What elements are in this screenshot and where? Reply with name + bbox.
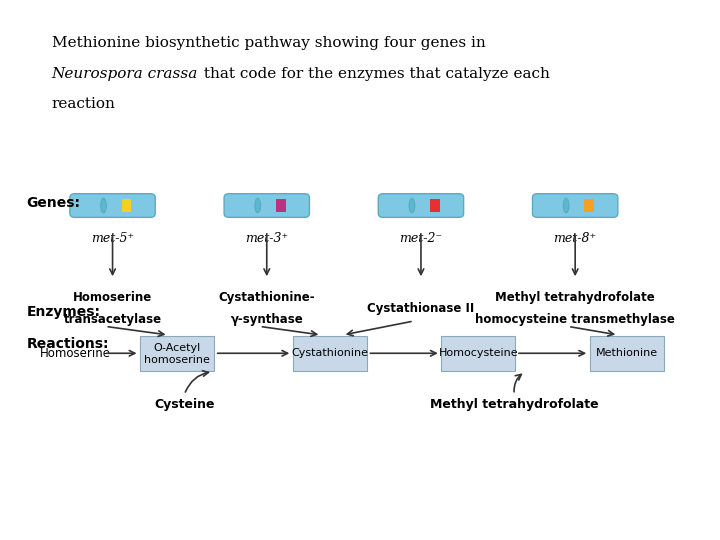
FancyBboxPatch shape xyxy=(590,335,664,371)
Text: met-8⁺: met-8⁺ xyxy=(554,232,597,245)
Text: Cystathionase II: Cystathionase II xyxy=(367,302,474,315)
FancyBboxPatch shape xyxy=(224,194,310,218)
Text: Methionine: Methionine xyxy=(595,348,658,358)
Text: Methionine biosynthetic pathway showing four genes in: Methionine biosynthetic pathway showing … xyxy=(52,36,485,50)
Text: met-2⁻: met-2⁻ xyxy=(400,232,443,245)
FancyBboxPatch shape xyxy=(441,335,516,371)
Text: Neurospora crassa: Neurospora crassa xyxy=(52,67,198,81)
Text: Cystathionine: Cystathionine xyxy=(292,348,369,358)
Text: reaction: reaction xyxy=(52,97,115,111)
Text: Reactions:: Reactions: xyxy=(27,337,109,351)
Ellipse shape xyxy=(101,198,107,213)
Text: Methyl tetrahydrofolate: Methyl tetrahydrofolate xyxy=(495,292,655,305)
Text: that code for the enzymes that catalyze each: that code for the enzymes that catalyze … xyxy=(199,67,549,81)
Ellipse shape xyxy=(255,198,261,213)
Text: Genes:: Genes: xyxy=(27,197,81,211)
Text: homoserine: homoserine xyxy=(144,355,210,365)
Text: Enzymes:: Enzymes: xyxy=(27,305,101,319)
FancyBboxPatch shape xyxy=(378,194,464,218)
FancyBboxPatch shape xyxy=(430,199,440,212)
Text: Homoserine: Homoserine xyxy=(40,347,111,360)
Text: transacetylase: transacetylase xyxy=(63,313,161,326)
FancyBboxPatch shape xyxy=(533,194,618,218)
Text: homocysteine transmethylase: homocysteine transmethylase xyxy=(475,313,675,326)
Text: Cystathionine-: Cystathionine- xyxy=(218,292,315,305)
Ellipse shape xyxy=(409,198,415,213)
Text: Homocysteine: Homocysteine xyxy=(438,348,518,358)
Text: Homoserine: Homoserine xyxy=(73,292,152,305)
FancyBboxPatch shape xyxy=(140,335,214,371)
Text: met-5⁺: met-5⁺ xyxy=(91,232,134,245)
Text: Methyl tetrahydrofolate: Methyl tetrahydrofolate xyxy=(430,398,598,411)
FancyBboxPatch shape xyxy=(70,194,156,218)
Text: O-Acetyl: O-Acetyl xyxy=(153,343,201,354)
FancyBboxPatch shape xyxy=(276,199,286,212)
FancyBboxPatch shape xyxy=(122,199,131,212)
Text: met-3⁺: met-3⁺ xyxy=(246,232,288,245)
Ellipse shape xyxy=(563,198,569,213)
FancyBboxPatch shape xyxy=(293,335,366,371)
Text: Cysteine: Cysteine xyxy=(154,398,215,411)
Text: γ-synthase: γ-synthase xyxy=(230,313,303,326)
FancyBboxPatch shape xyxy=(584,199,594,212)
